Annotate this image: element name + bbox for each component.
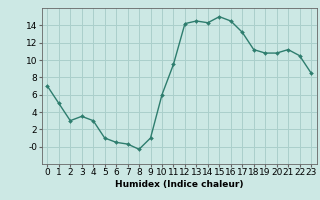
X-axis label: Humidex (Indice chaleur): Humidex (Indice chaleur) bbox=[115, 180, 244, 189]
